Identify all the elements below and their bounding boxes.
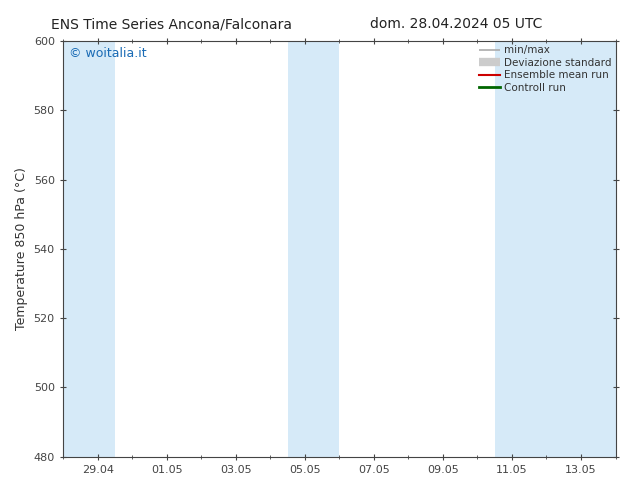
Bar xyxy=(288,41,339,457)
Bar xyxy=(495,41,616,457)
Bar xyxy=(63,41,115,457)
Text: dom. 28.04.2024 05 UTC: dom. 28.04.2024 05 UTC xyxy=(370,17,543,31)
Legend: min/max, Deviazione standard, Ensemble mean run, Controll run: min/max, Deviazione standard, Ensemble m… xyxy=(477,43,614,95)
Text: © woitalia.it: © woitalia.it xyxy=(68,47,146,60)
Y-axis label: Temperature 850 hPa (°C): Temperature 850 hPa (°C) xyxy=(15,168,28,330)
Text: ENS Time Series Ancona/Falconara: ENS Time Series Ancona/Falconara xyxy=(51,17,292,31)
